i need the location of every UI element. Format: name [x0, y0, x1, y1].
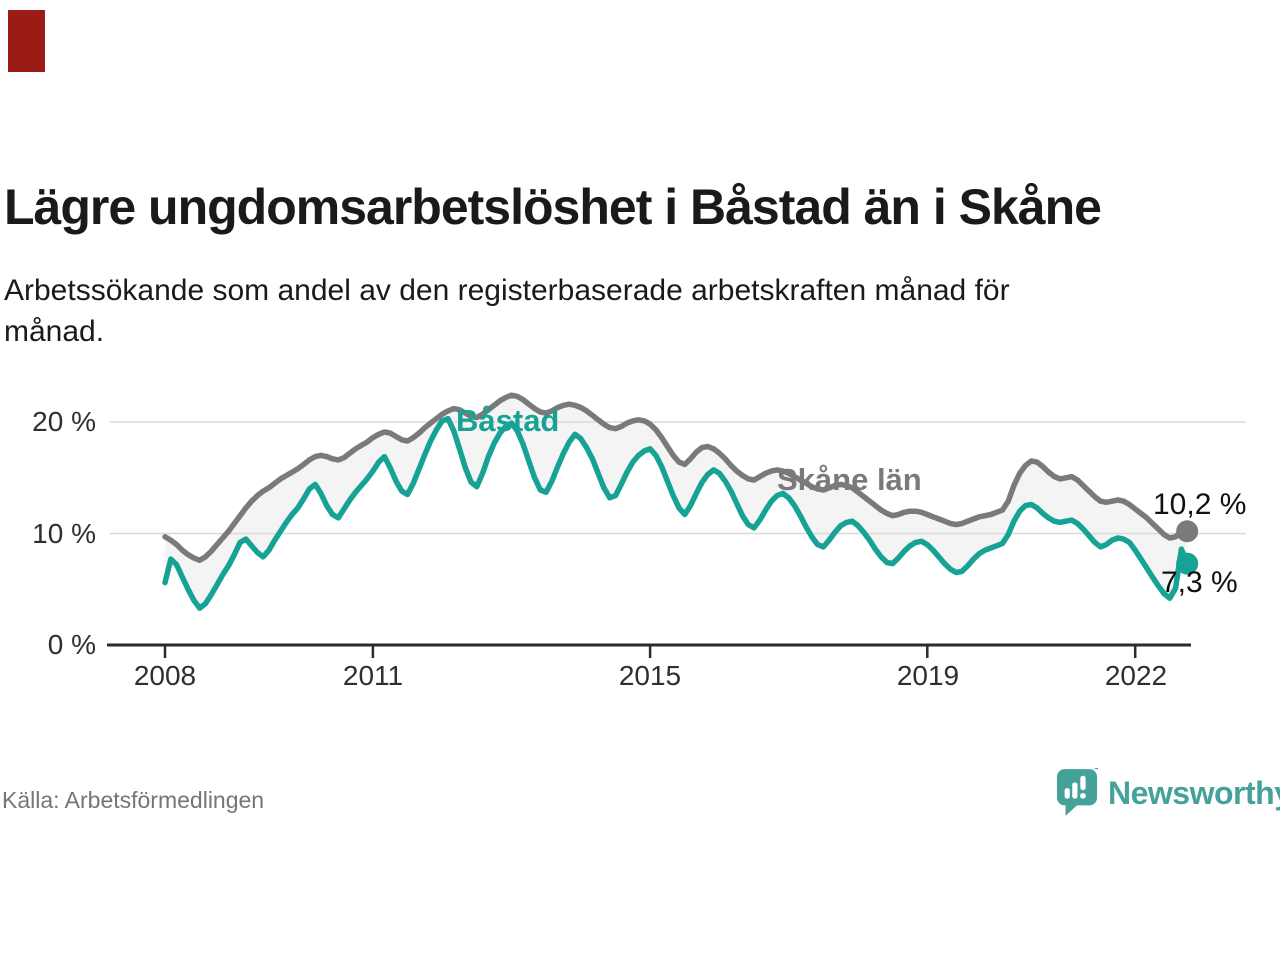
- exclamation-bar: [1080, 775, 1086, 791]
- chart-title: Lägre ungdomsarbetslöshet i Båstad än i …: [4, 178, 1102, 235]
- exclamation-dot: [1080, 792, 1086, 799]
- y-tick-20: 20 %: [32, 406, 96, 437]
- x-tick-2022: 2022: [1104, 660, 1168, 691]
- x-tick-2008: 2008: [133, 660, 197, 691]
- y-tick-10: 10 %: [32, 518, 96, 549]
- x-tick-2019: 2019: [896, 660, 960, 691]
- y-tick-0: 0 %: [47, 629, 96, 660]
- bubble-shape: [1056, 768, 1098, 816]
- brand-name: Newsworthy: [1108, 774, 1280, 811]
- end-value-bastad: 7,3 %: [1161, 566, 1238, 599]
- end-value-skane: 10,2 %: [1153, 488, 1247, 521]
- speech-bubble-bar-chart-icon: [1056, 768, 1098, 816]
- series-label-skane: Skåne län: [777, 462, 922, 497]
- chart-subtitle-line2: månad.: [4, 315, 105, 348]
- bar-small: [1064, 788, 1070, 799]
- chart-subtitle: Arbetssökande som andel av den registerb…: [4, 270, 1204, 352]
- x-tick-2015: 2015: [618, 660, 682, 691]
- source-note: Källa: Arbetsförmedlingen: [2, 787, 265, 813]
- chart-subtitle-line1: Arbetssökande som andel av den registerb…: [4, 274, 1010, 307]
- newsworthy-branding: Newsworthy: [1056, 768, 1280, 816]
- bar-tall: [1072, 782, 1078, 799]
- x-tick-2011: 2011: [342, 660, 404, 691]
- series-label-bastad: Båstad: [456, 403, 560, 438]
- red-marker: [8, 10, 45, 72]
